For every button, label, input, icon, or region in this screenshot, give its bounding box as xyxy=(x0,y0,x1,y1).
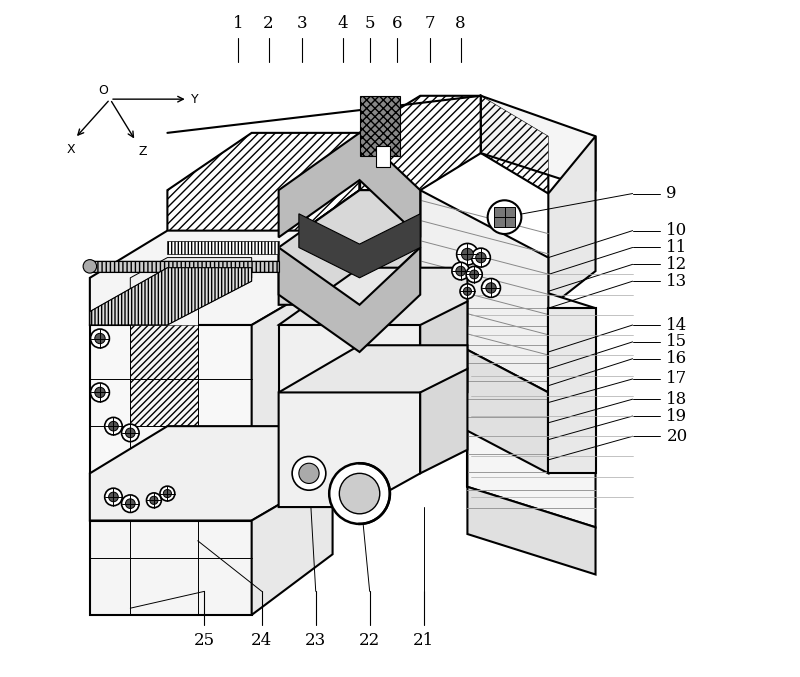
Text: 10: 10 xyxy=(666,222,687,239)
Text: 20: 20 xyxy=(666,428,687,445)
Text: 21: 21 xyxy=(413,632,434,649)
Text: 12: 12 xyxy=(666,256,687,273)
Text: O: O xyxy=(98,84,108,97)
Circle shape xyxy=(456,266,466,276)
Polygon shape xyxy=(420,369,467,473)
Circle shape xyxy=(452,262,470,280)
Text: 11: 11 xyxy=(666,239,687,256)
Polygon shape xyxy=(167,133,359,248)
Polygon shape xyxy=(90,521,252,615)
Polygon shape xyxy=(548,136,595,308)
Circle shape xyxy=(463,287,471,295)
Text: 4: 4 xyxy=(338,15,348,32)
Text: 9: 9 xyxy=(666,185,677,202)
Circle shape xyxy=(470,270,478,279)
Text: 16: 16 xyxy=(666,350,687,367)
Text: Z: Z xyxy=(138,145,147,158)
Text: 2: 2 xyxy=(263,15,274,32)
Polygon shape xyxy=(359,95,481,190)
Polygon shape xyxy=(359,95,400,156)
Circle shape xyxy=(299,463,319,483)
Polygon shape xyxy=(377,146,390,167)
Text: 22: 22 xyxy=(359,632,380,649)
Text: 24: 24 xyxy=(251,632,273,649)
Text: 8: 8 xyxy=(455,15,466,32)
Text: 1: 1 xyxy=(233,15,243,32)
Circle shape xyxy=(466,266,482,282)
Text: 3: 3 xyxy=(297,15,307,32)
Circle shape xyxy=(109,492,118,502)
Circle shape xyxy=(486,283,496,293)
Circle shape xyxy=(163,489,171,498)
Polygon shape xyxy=(467,267,595,527)
Text: 5: 5 xyxy=(365,15,375,32)
Text: 18: 18 xyxy=(666,391,687,408)
Polygon shape xyxy=(481,95,548,194)
Circle shape xyxy=(339,473,380,514)
Circle shape xyxy=(122,495,139,512)
Circle shape xyxy=(94,387,105,397)
Text: 13: 13 xyxy=(666,273,687,290)
Text: 15: 15 xyxy=(666,333,687,351)
Circle shape xyxy=(105,488,122,506)
Circle shape xyxy=(460,284,475,299)
Polygon shape xyxy=(252,473,333,615)
Polygon shape xyxy=(420,301,467,393)
Text: 23: 23 xyxy=(305,632,326,649)
Circle shape xyxy=(482,278,501,297)
Circle shape xyxy=(90,329,110,348)
Polygon shape xyxy=(467,487,595,575)
Text: X: X xyxy=(66,143,75,156)
Polygon shape xyxy=(481,95,595,190)
Text: 7: 7 xyxy=(425,15,436,32)
Circle shape xyxy=(94,333,105,344)
Circle shape xyxy=(476,253,486,263)
Circle shape xyxy=(126,428,135,438)
Polygon shape xyxy=(90,231,333,325)
Circle shape xyxy=(150,496,158,504)
Text: 19: 19 xyxy=(666,408,687,424)
Polygon shape xyxy=(494,207,514,227)
Circle shape xyxy=(146,493,162,508)
Circle shape xyxy=(488,200,522,234)
Circle shape xyxy=(292,456,326,490)
Text: Y: Y xyxy=(191,93,198,106)
Polygon shape xyxy=(278,345,467,422)
Polygon shape xyxy=(420,325,548,473)
Polygon shape xyxy=(252,278,333,473)
Circle shape xyxy=(471,248,490,267)
Text: 14: 14 xyxy=(666,317,687,334)
Polygon shape xyxy=(278,393,420,507)
Polygon shape xyxy=(90,267,252,325)
Circle shape xyxy=(105,418,122,435)
Circle shape xyxy=(109,421,118,431)
Polygon shape xyxy=(130,257,252,298)
Polygon shape xyxy=(90,261,278,272)
Polygon shape xyxy=(90,426,333,521)
Polygon shape xyxy=(130,298,198,379)
Circle shape xyxy=(126,499,135,508)
Circle shape xyxy=(462,248,474,260)
Text: 25: 25 xyxy=(194,632,215,649)
Circle shape xyxy=(330,463,390,524)
Circle shape xyxy=(457,244,478,265)
Polygon shape xyxy=(299,214,420,278)
Polygon shape xyxy=(90,325,252,473)
Circle shape xyxy=(122,424,139,441)
Circle shape xyxy=(83,259,97,273)
Polygon shape xyxy=(278,133,420,238)
Polygon shape xyxy=(420,190,548,393)
Polygon shape xyxy=(278,190,359,325)
Polygon shape xyxy=(167,241,278,255)
Polygon shape xyxy=(278,190,420,305)
Circle shape xyxy=(90,383,110,402)
Circle shape xyxy=(160,486,175,501)
Polygon shape xyxy=(167,248,278,325)
Polygon shape xyxy=(548,308,595,473)
Text: 17: 17 xyxy=(666,370,687,387)
Polygon shape xyxy=(278,248,420,352)
Polygon shape xyxy=(278,267,467,359)
Text: 6: 6 xyxy=(391,15,402,32)
Polygon shape xyxy=(278,325,420,393)
